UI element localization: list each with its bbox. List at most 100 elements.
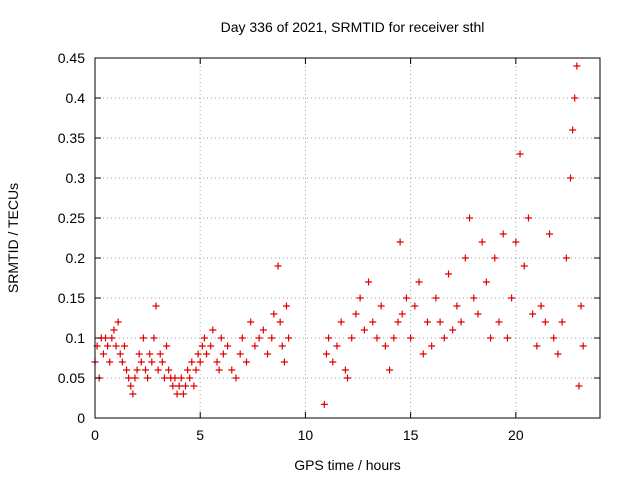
data-point: [562, 254, 570, 262]
data-point: [224, 342, 232, 350]
data-point: [106, 358, 114, 366]
data-point: [537, 302, 545, 310]
data-point: [579, 342, 587, 350]
data-point: [373, 334, 381, 342]
data-point: [160, 374, 168, 382]
data-point: [381, 342, 389, 350]
y-axis-title: SRMTID / TECUs: [5, 183, 21, 293]
data-point: [396, 238, 404, 246]
data-point: [512, 238, 520, 246]
data-point: [461, 254, 469, 262]
data-point: [171, 374, 179, 382]
data-point: [571, 94, 579, 102]
data-point: [524, 214, 532, 222]
y-tick-label: 0.15: [58, 290, 85, 306]
data-point: [146, 350, 154, 358]
data-point: [546, 230, 553, 238]
data-point: [181, 382, 189, 390]
data-point: [135, 350, 143, 358]
data-point: [575, 382, 583, 390]
ticks-layer: 0 0.05 0.1 0.15 0.2 0.25 0.3 0.35 0.4 0.45 0 5 10 15 2…: [58, 50, 600, 443]
x-tick-label: 10: [298, 427, 314, 443]
data-point: [99, 350, 107, 358]
data-point: [470, 294, 478, 302]
data-point: [236, 350, 244, 358]
data-point: [285, 334, 293, 342]
y-tick-label: 0.35: [58, 130, 85, 146]
data-point: [390, 334, 398, 342]
data-point: [165, 366, 173, 374]
data-point: [577, 302, 585, 310]
data-point: [198, 342, 206, 350]
y-tick-label: 0.1: [66, 330, 86, 346]
data-point: [177, 374, 185, 382]
x-tick-label: 5: [196, 427, 204, 443]
data-point: [129, 390, 137, 398]
data-point: [325, 334, 333, 342]
data-point: [270, 310, 278, 318]
data-point: [516, 150, 524, 158]
data-point: [341, 366, 349, 374]
data-point: [329, 358, 337, 366]
data-point: [541, 318, 549, 326]
data-point: [529, 310, 537, 318]
x-tick-label: 20: [508, 427, 524, 443]
data-point: [449, 326, 457, 334]
data-point: [228, 366, 236, 374]
grid-layer: [95, 58, 600, 418]
data-point: [243, 358, 250, 366]
data-point: [352, 310, 360, 318]
data-point: [196, 358, 204, 366]
data-point: [554, 350, 562, 358]
data-point: [282, 302, 290, 310]
data-point: [120, 342, 128, 350]
data-point: [259, 326, 267, 334]
data-point: [487, 334, 495, 342]
data-point: [255, 334, 263, 342]
data-point: [394, 318, 402, 326]
data-point: [533, 342, 541, 350]
data-point: [194, 350, 202, 358]
data-point: [209, 326, 217, 334]
data-point: [280, 358, 288, 366]
data-point: [278, 342, 286, 350]
data-point: [386, 366, 394, 374]
y-tick-label: 0.3: [66, 170, 86, 186]
data-point: [232, 374, 240, 382]
data-point: [142, 366, 149, 374]
data-point: [377, 302, 385, 310]
x-tick-label: 0: [91, 427, 99, 443]
data-point: [432, 294, 440, 302]
data-point: [567, 174, 575, 182]
data-point: [337, 318, 345, 326]
plot-frame: [94, 57, 601, 419]
data-point: [445, 270, 452, 278]
data-point: [558, 318, 566, 326]
data-point: [348, 334, 356, 342]
data-point: [369, 318, 377, 326]
data-point: [144, 374, 152, 382]
y-tick-label: 0.45: [58, 50, 85, 66]
data-point: [118, 358, 126, 366]
data-point: [184, 366, 192, 374]
data-point: [123, 366, 131, 374]
data-point: [150, 334, 158, 342]
data-point: [203, 350, 211, 358]
data-point: [152, 302, 160, 310]
data-point: [173, 390, 181, 398]
data-point: [217, 334, 225, 342]
data-point: [508, 294, 516, 302]
data-point: [569, 126, 577, 134]
data-point: [137, 358, 145, 366]
data-point: [190, 382, 198, 390]
data-point: [114, 318, 122, 326]
data-point: [192, 366, 200, 374]
data-point: [495, 318, 503, 326]
data-point: [356, 294, 364, 302]
data-point: [200, 334, 208, 342]
data-point: [156, 350, 164, 358]
data-point: [131, 374, 139, 382]
data-point: [440, 334, 448, 342]
